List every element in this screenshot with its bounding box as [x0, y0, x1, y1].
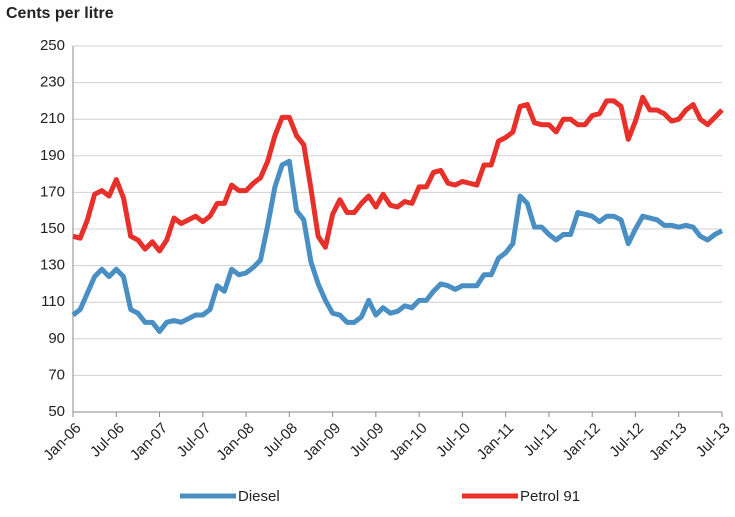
y-tick-label: 110 [41, 293, 65, 310]
y-tick-label: 50 [48, 403, 65, 420]
x-tick-label: Jan-11 [474, 420, 518, 464]
y-tick-label: 250 [40, 37, 65, 54]
x-tick-label: Jan-13 [646, 420, 690, 464]
x-tick-label: Jul-11 [520, 420, 560, 460]
x-tick-label: Jul-08 [260, 420, 301, 461]
x-tick-label: Jan-10 [386, 420, 430, 464]
y-tick-label: 210 [40, 110, 65, 127]
x-tick-label: Jul-09 [347, 420, 388, 461]
y-tick-label: 130 [40, 257, 65, 274]
y-tick-label: 170 [40, 183, 65, 200]
x-tick-label: Jul-07 [174, 420, 215, 461]
y-tick-label: 150 [40, 220, 65, 237]
x-tick-label: Jan-06 [40, 420, 84, 464]
x-tick-label: Jan-08 [213, 420, 257, 464]
x-tick-label: Jan-07 [127, 420, 171, 464]
legend-label: Diesel [238, 488, 280, 505]
x-tick-label: Jan-12 [559, 420, 603, 464]
x-tick-label: Jul-13 [693, 420, 734, 461]
series-line [71, 158, 724, 334]
y-tick-label: 190 [40, 147, 65, 164]
y-tick-label: 90 [48, 330, 65, 347]
y-tick-label: 70 [48, 366, 65, 383]
y-tick-label: 230 [40, 74, 65, 91]
x-tick-label: Jul-10 [433, 420, 474, 461]
x-tick-label: Jul-06 [87, 420, 128, 461]
x-tick-label: Jan-09 [300, 420, 344, 464]
series-line [72, 94, 724, 254]
x-tick-label: Jul-12 [606, 420, 647, 461]
chart-title: Cents per litre [6, 5, 114, 22]
legend-label: Petrol 91 [520, 488, 580, 505]
